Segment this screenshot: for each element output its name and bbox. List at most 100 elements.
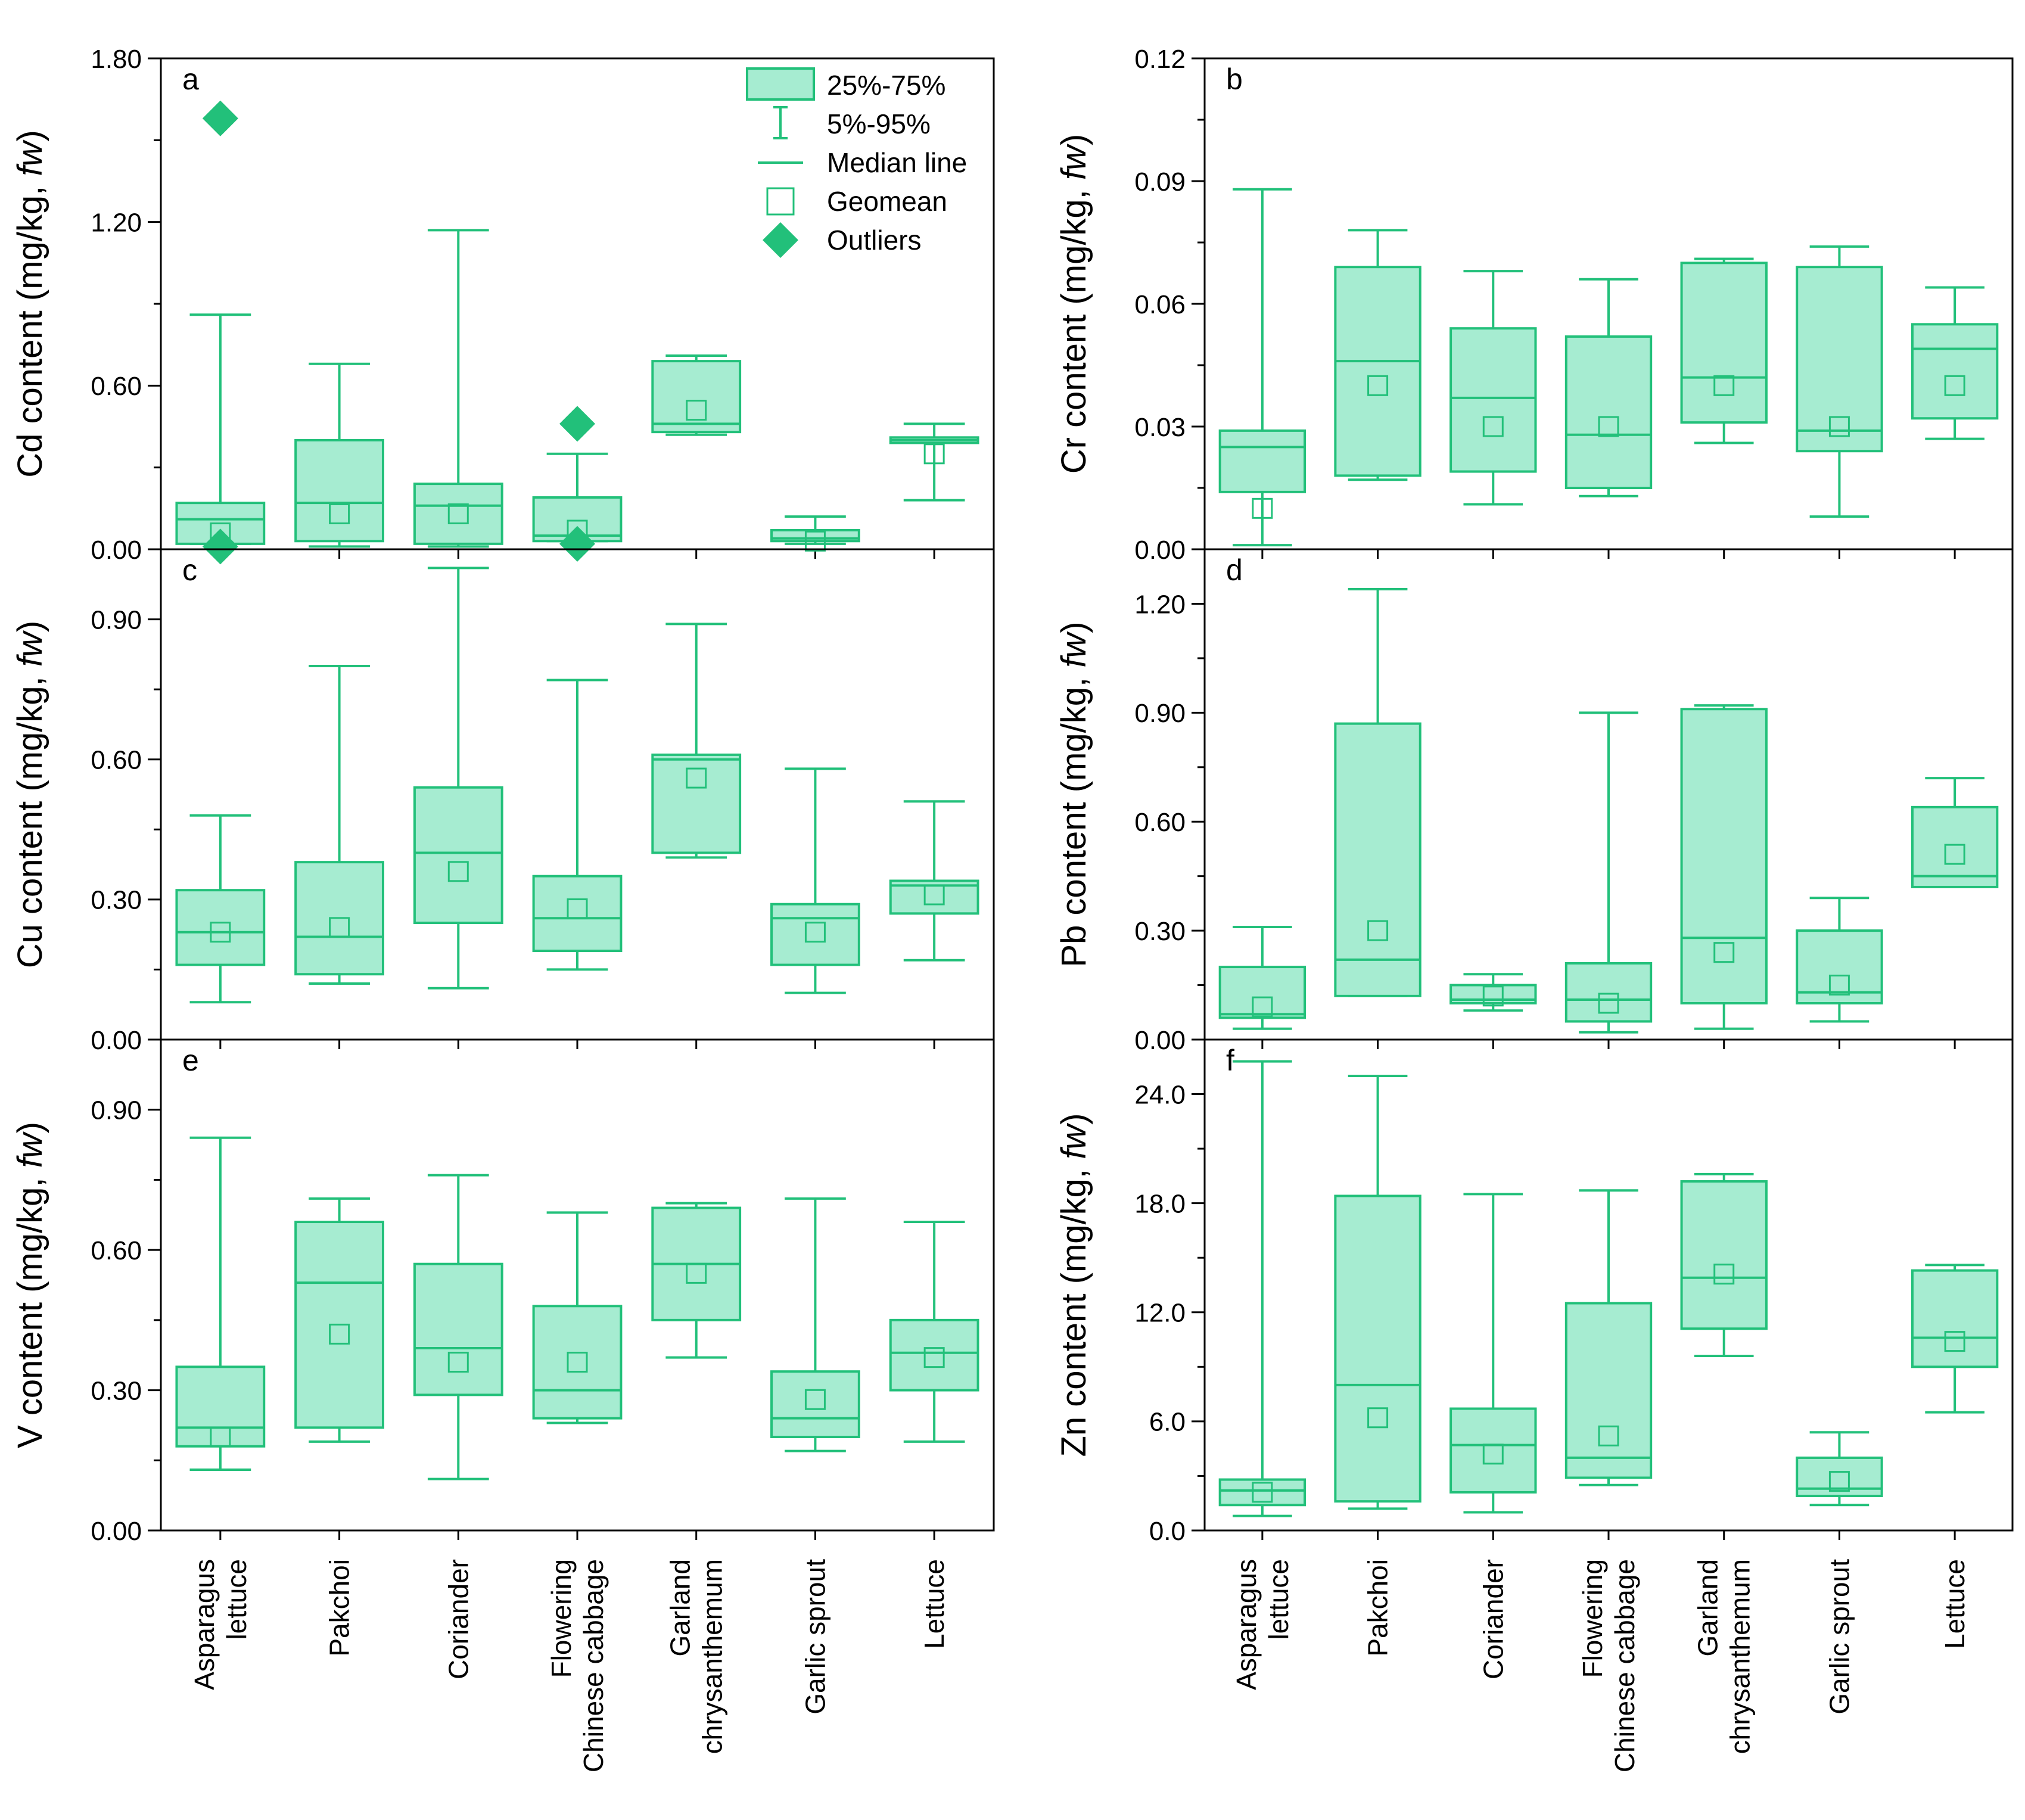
box-f-1 xyxy=(1218,1060,1307,1517)
geomean-marker xyxy=(1367,375,1389,396)
geomean-marker xyxy=(923,443,945,465)
box-b-6 xyxy=(1796,245,1883,518)
box-f-4 xyxy=(1564,1189,1653,1486)
box-c-1 xyxy=(175,814,266,1004)
y-axis-label-italic: fw xyxy=(11,139,49,176)
box-e-5 xyxy=(651,1202,742,1359)
iqr-box xyxy=(1911,805,1999,888)
y-tick-label: 0.00 xyxy=(91,536,142,565)
y-axis-label-italic: fw xyxy=(11,630,49,667)
category-label-1: lettuce xyxy=(1263,1559,1294,1640)
iqr-box xyxy=(1218,966,1307,1019)
geomean-marker xyxy=(1713,942,1735,963)
y-tick-label: 0.90 xyxy=(91,1096,142,1125)
iqr-box xyxy=(175,1365,266,1448)
box-b-4 xyxy=(1564,278,1653,497)
box-f-6 xyxy=(1796,1431,1883,1507)
y-tick-label: 0.60 xyxy=(91,746,142,775)
y-tick-label: 0.60 xyxy=(1134,808,1186,837)
iqr-box xyxy=(1334,266,1421,477)
geomean-marker xyxy=(686,1262,707,1284)
geomean-marker xyxy=(923,884,945,906)
geomean-marker xyxy=(686,767,707,789)
y-axis-label-main: Pb content (mg/kg, xyxy=(1055,668,1093,967)
geomean-marker xyxy=(1598,1425,1619,1446)
y-axis-label: Zn content (mg/kg, fw) xyxy=(1055,1113,1093,1457)
y-axis-label: Pb content (mg/kg, fw) xyxy=(1055,621,1093,967)
y-axis-label-end: ) xyxy=(11,1122,49,1133)
legend-outlier-swatch xyxy=(763,222,798,258)
box-f-7 xyxy=(1911,1264,1999,1414)
y-axis-label-main: V content (mg/kg, xyxy=(11,1168,49,1448)
panel-letter: d xyxy=(1226,553,1243,587)
iqr-box xyxy=(413,483,503,545)
legend-geomean-swatch xyxy=(766,187,795,216)
geomean-marker xyxy=(1252,996,1273,1018)
box-d-6 xyxy=(1796,897,1883,1023)
geomean-marker xyxy=(567,1351,588,1373)
geomean-marker xyxy=(329,503,350,524)
y-axis-label-end: ) xyxy=(1055,1113,1093,1125)
y-tick-label: 24.0 xyxy=(1134,1080,1186,1109)
geomean-marker xyxy=(804,530,826,552)
category-label-4: Flowering xyxy=(1577,1559,1608,1678)
y-tick-label: 6.0 xyxy=(1149,1408,1186,1437)
panel-a-cd: 0.00 0.60 1.20 1.80 Cd content (mg/kg, fw) a 2… xyxy=(11,45,995,565)
legend: 25%-75% 5%-95% Median line Geomean Outliers xyxy=(746,67,967,258)
category-label-5: Garland xyxy=(1693,1559,1724,1657)
y-tick-label: 0.30 xyxy=(91,886,142,915)
legend-label-whisker: 5%-95% xyxy=(827,108,931,139)
category-label-5: chrysanthemum xyxy=(1725,1559,1756,1754)
box-c-5 xyxy=(651,623,742,859)
y-tick-label: 0.0 xyxy=(1149,1517,1186,1546)
panel-letter: f xyxy=(1226,1044,1234,1077)
iqr-box xyxy=(413,786,503,925)
box-c-7 xyxy=(889,800,979,962)
iqr-box xyxy=(175,889,266,966)
y-tick-label: 1.20 xyxy=(1134,590,1186,619)
category-label-4: Chinese cabbage xyxy=(1609,1559,1640,1772)
y-tick-label: 1.20 xyxy=(91,209,142,238)
geomean-marker xyxy=(1598,993,1619,1014)
geomean-marker xyxy=(447,503,469,524)
y-axis-label-main: Zn content (mg/kg, xyxy=(1055,1159,1093,1457)
y-axis-label-italic: fw xyxy=(11,1131,49,1168)
y-tick-label: 0.60 xyxy=(91,372,142,401)
category-label-1: Asparagus xyxy=(1231,1559,1262,1690)
y-tick-label: 0.03 xyxy=(1134,413,1186,442)
geomean-marker xyxy=(804,1389,826,1410)
box-f-3 xyxy=(1449,1193,1537,1514)
iqr-box xyxy=(1680,262,1768,424)
geomean-marker xyxy=(1713,1264,1735,1285)
iqr-box xyxy=(770,1370,860,1439)
y-axis-label-italic: fw xyxy=(1055,631,1093,668)
box-e-1 xyxy=(175,1136,266,1471)
y-axis-label-end: ) xyxy=(11,130,49,141)
y-tick-label: 12.0 xyxy=(1134,1299,1186,1328)
y-axis-label-end: ) xyxy=(1055,621,1093,633)
box-e-7 xyxy=(889,1221,979,1443)
legend-box-swatch xyxy=(746,67,815,101)
geomean-marker xyxy=(1252,1482,1273,1503)
category-label-2: Pakchoi xyxy=(324,1559,355,1657)
outlier-marker xyxy=(202,528,238,565)
iqr-box xyxy=(889,1318,979,1392)
box-e-6 xyxy=(770,1197,860,1452)
box-a-3 xyxy=(413,229,503,548)
geomean-marker xyxy=(1944,1331,1965,1352)
iqr-box xyxy=(1334,722,1421,997)
y-tick-label: 0.00 xyxy=(91,1517,142,1546)
box-b-7 xyxy=(1911,286,1999,440)
y-tick-label: 0.00 xyxy=(1134,1026,1186,1055)
geomean-marker xyxy=(1828,1471,1850,1492)
y-tick-label: 0.12 xyxy=(1134,45,1186,74)
iqr-box xyxy=(651,753,742,854)
geomean-marker xyxy=(1828,416,1850,437)
geomean-marker xyxy=(686,400,707,421)
box-d-4 xyxy=(1564,711,1653,1034)
category-label-5: Garland xyxy=(665,1559,696,1657)
box-d-5 xyxy=(1680,704,1768,1030)
panel-letter: e xyxy=(182,1044,199,1077)
panel-letter: c xyxy=(182,553,197,587)
panel-f-zn: 0.0 6.0 12.0 18.0 24.0 Zn content (mg/kg, fw)… xyxy=(1055,1038,2014,1772)
